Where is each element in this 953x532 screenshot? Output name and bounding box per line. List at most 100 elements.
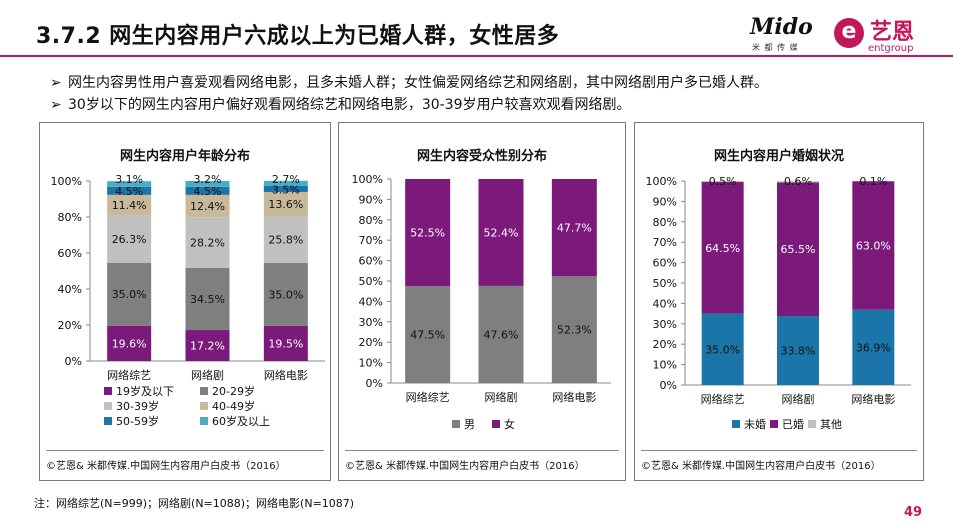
legend-swatch: [200, 417, 208, 425]
legend-swatch: [200, 387, 208, 395]
data-label: 13.6%: [268, 198, 303, 211]
data-label: 28.2%: [190, 237, 225, 250]
data-label: 52.3%: [557, 324, 592, 337]
bar-segment: [701, 313, 744, 385]
chart-source: ©艺恩& 米都传媒.中国网生内容用户白皮书（2016）: [345, 461, 585, 472]
bar-segment: [107, 262, 152, 326]
bar-segment: [263, 185, 308, 192]
bar-segment: [185, 186, 230, 195]
legend-label: 20-29岁: [212, 384, 255, 398]
data-label: 36.9%: [856, 341, 891, 354]
data-label: 47.7%: [557, 222, 592, 235]
y-tick-label: 20%: [58, 319, 82, 332]
legend-swatch: [770, 420, 778, 428]
data-label: 35.0%: [112, 288, 147, 301]
bar-segment: [701, 182, 744, 314]
data-label: 63.0%: [856, 239, 891, 252]
bar-segment: [107, 325, 152, 361]
y-tick-label: 80%: [653, 216, 677, 229]
y-tick-label: 40%: [359, 295, 383, 308]
data-label: 4.5%: [115, 185, 143, 198]
page-number: 49: [904, 505, 923, 520]
bar-segment: [777, 316, 819, 385]
data-label: 3.2%: [194, 173, 222, 186]
y-tick-label: 100%: [646, 175, 677, 188]
x-tick-label: 网络电影: [264, 368, 308, 382]
chart-title: 网生内容受众性别分布: [416, 149, 547, 164]
bar-segment: [107, 181, 152, 187]
y-tick-label: 0%: [65, 355, 82, 368]
y-tick-label: 50%: [653, 277, 677, 290]
x-tick-label: 网络剧: [191, 368, 224, 382]
data-label: 52.4%: [484, 226, 519, 239]
gender-chart-svg: 0% 10% 20% 30% 40% 50% 60% 70% 80% 90% 100% 47.5% 52…: [352, 173, 611, 431]
mido-logo: Mido: [750, 14, 813, 40]
y-tick-label: 70%: [653, 236, 677, 249]
legend-swatch: [200, 402, 208, 410]
page-title: 3.7.2 网生内容用户六成以上为已婚人群，女性居多: [36, 24, 560, 49]
bar-segment: [185, 330, 230, 361]
legend-label: 60岁及以上: [212, 414, 270, 428]
marriage-chart-svg: 0% 10% 20% 30% 40% 50% 60% 70% 80% 90% 100% 35.0% 64…: [646, 175, 911, 431]
x-tick-label: 网络综艺: [701, 392, 745, 406]
arrow-bullet-icon: ➢: [50, 97, 62, 113]
data-label: 35.0%: [705, 343, 740, 356]
data-label: 26.3%: [112, 233, 147, 246]
data-label: 3.1%: [115, 173, 143, 186]
data-label: 19.5%: [268, 337, 303, 350]
bar-segment: [107, 194, 152, 216]
bar-segment: [263, 262, 308, 326]
legend-swatch: [104, 387, 112, 395]
data-label: 0.1%: [859, 175, 887, 188]
legend-swatch: [492, 420, 500, 428]
y-tick-label: 80%: [359, 214, 383, 227]
x-tick-label: 网络剧: [485, 390, 518, 404]
bar-segment: [263, 191, 308, 217]
y-tick-label: 100%: [352, 173, 383, 186]
data-label: 65.5%: [781, 243, 816, 256]
bar-segment: [185, 194, 230, 218]
data-label: 2.7%: [272, 173, 300, 186]
data-label: 52.5%: [410, 227, 445, 240]
chart-title: 网生内容用户婚姻状况: [713, 149, 844, 164]
y-tick-label: 90%: [653, 195, 677, 208]
y-tick-label: 60%: [653, 257, 677, 270]
y-tick-label: 20%: [359, 336, 383, 349]
y-tick-label: 0%: [660, 379, 677, 392]
bar-segment: [852, 181, 895, 310]
bullet-item: ➢ 网生内容男性用户喜爱观看网络电影，且多未婚人群；女性偏爱网络综艺和网络剧，其中…: [50, 72, 768, 94]
legend-swatch: [452, 420, 460, 428]
bar-segment: [185, 181, 230, 187]
data-label: 12.4%: [190, 200, 225, 213]
bar-segment: [107, 186, 152, 195]
bar-segment: [551, 179, 597, 277]
legend-label: 30-39岁: [116, 399, 159, 413]
age-chart-panel: 网生内容用户年龄分布 0% 20% 40% 60% 80% 100% 19.6% 35.0% 2…: [39, 122, 331, 481]
bar-segment: [107, 215, 152, 263]
chart-source: ©艺恩& 米都传媒.中国网生内容用户白皮书（2016）: [641, 461, 881, 472]
bar-segment: [478, 285, 524, 383]
y-tick-label: 30%: [653, 318, 677, 331]
y-tick-label: 40%: [653, 297, 677, 310]
y-tick-label: 10%: [359, 357, 383, 370]
entgroup-e-icon: e: [834, 18, 864, 48]
bullet-text: 网生内容男性用户喜爱观看网络电影，且多未婚人群；女性偏爱网络综艺和网络剧，其中网…: [68, 75, 768, 91]
bar-segment: [185, 267, 230, 331]
bar-segment: [263, 180, 308, 186]
chart-title: 网生内容用户年龄分布: [119, 149, 250, 164]
bar-segment: [405, 179, 451, 287]
data-label: 33.8%: [781, 345, 816, 358]
x-tick-label: 网络综艺: [406, 390, 450, 404]
bar-segment: [551, 276, 597, 383]
data-label: 0.5%: [709, 175, 737, 188]
y-tick-label: 100%: [51, 175, 82, 188]
data-label: 25.8%: [268, 234, 303, 247]
summary-bullets: ➢ 网生内容男性用户喜爱观看网络电影，且多未婚人群；女性偏爱网络综艺和网络剧，其中…: [50, 72, 768, 116]
entgroup-logo-text: 艺恩: [870, 20, 915, 45]
data-label: 11.4%: [112, 199, 147, 212]
y-tick-label: 0%: [366, 377, 383, 390]
bar-segment: [263, 216, 308, 263]
age-chart-svg: 0%20%40%60%80%100%19.6%35.0%26.3%11.4%4.…: [51, 173, 325, 428]
y-tick-label: 10%: [653, 359, 677, 372]
x-tick-label: 网络电影: [851, 392, 895, 406]
